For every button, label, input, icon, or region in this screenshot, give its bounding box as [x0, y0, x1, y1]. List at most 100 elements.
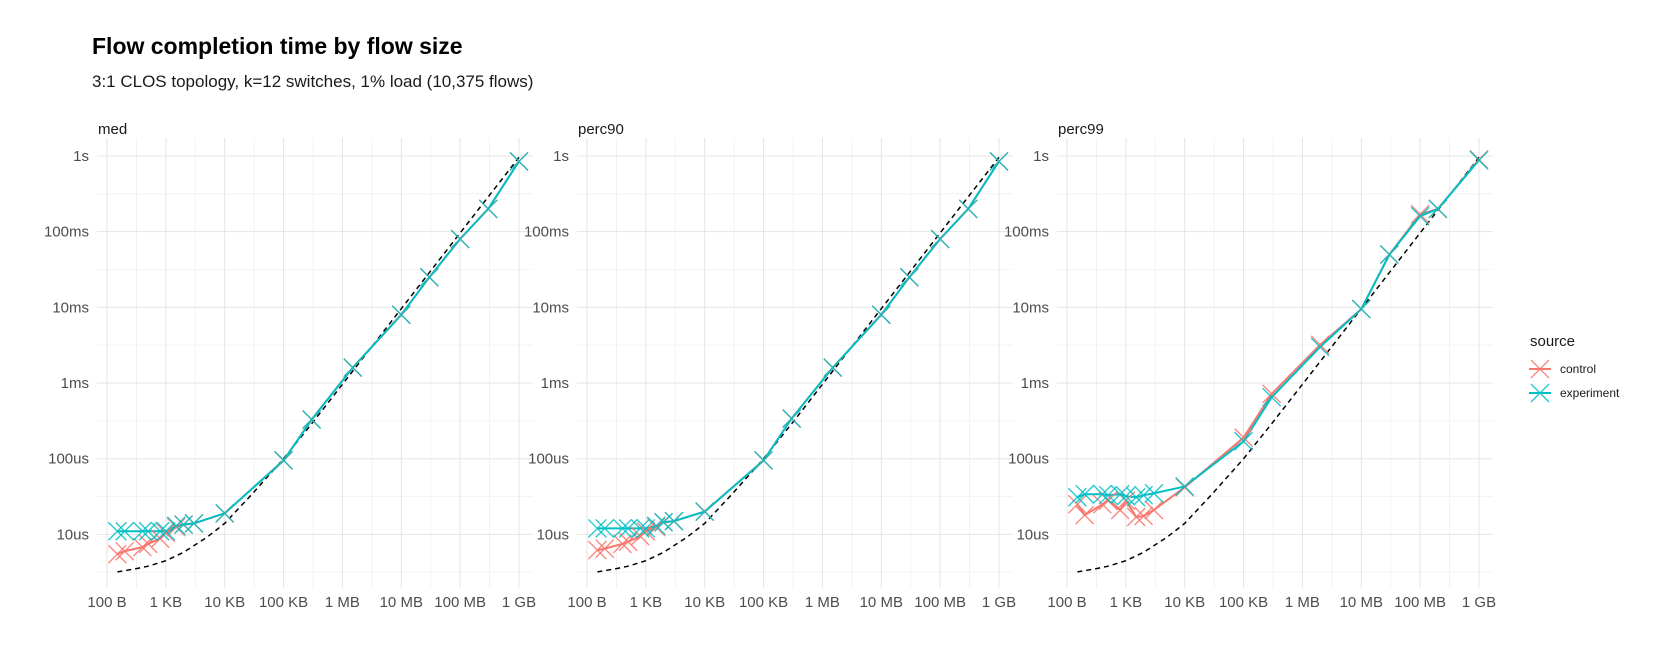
x-tick-label: 1 MB [805, 594, 840, 611]
data-point-experiment [930, 229, 950, 249]
data-point-experiment [1144, 483, 1164, 503]
data-point-control [587, 540, 607, 560]
ideal-curve-line [1077, 156, 1480, 573]
legend: source control experiment [1529, 333, 1620, 403]
data-point-experiment [1067, 487, 1087, 507]
data-point-control [1110, 500, 1130, 520]
y-tick-label: 1ms [61, 375, 89, 392]
x-tick-label: 100 KB [1219, 594, 1268, 611]
data-point-experiment [1126, 487, 1146, 507]
y-tick-label: 100ms [524, 224, 569, 241]
chart-title: Flow completion time by flow size [92, 33, 463, 59]
ideal-curve-line [117, 156, 520, 573]
data-point-experiment [302, 410, 322, 429]
data-point-control [115, 541, 135, 561]
data-point-experiment [478, 199, 498, 219]
legend-label-control: control [1560, 362, 1596, 376]
series-line-control [117, 160, 520, 556]
y-tick-label: 1s [1033, 148, 1049, 165]
data-point-control [1126, 507, 1146, 527]
data-point-experiment [166, 516, 186, 536]
y-tick-label: 100ms [1004, 224, 1049, 241]
data-point-experiment [1175, 476, 1195, 496]
facet-panel-perc99: 100 B 1 KB 10 KB 100 KB 1 MB 10 MB 100 MB 1 GB 1… [1004, 121, 1496, 611]
data-point-experiment [184, 513, 204, 533]
data-point-control [1134, 506, 1154, 526]
y-tick-label: 1ms [541, 375, 569, 392]
data-point-control [1262, 384, 1282, 404]
legend-title: source [1530, 333, 1575, 350]
y-tick-label: 100us [1008, 451, 1049, 468]
data-point-experiment [450, 229, 470, 249]
data-point-experiment [587, 518, 607, 538]
x-tick-label: 1 MB [325, 594, 360, 611]
data-point-experiment [630, 518, 650, 538]
data-point-experiment [115, 521, 135, 541]
x-tick-label: 10 MB [860, 594, 903, 611]
x-tick-label: 100 B [567, 594, 606, 611]
data-point-experiment [150, 521, 170, 541]
x-tick-label: 1 KB [1110, 594, 1143, 611]
data-point-control [1075, 505, 1095, 525]
data-point-control [166, 517, 186, 537]
data-point-experiment [1410, 206, 1430, 226]
x-tick-label: 10 KB [1164, 594, 1205, 611]
y-tick-label: 100us [48, 451, 89, 468]
data-point-experiment [612, 518, 632, 538]
data-point-control [1310, 335, 1330, 355]
data-point-experiment [823, 358, 843, 378]
x-tick-label: 100 KB [739, 594, 788, 611]
data-point-control [1144, 500, 1164, 520]
data-point-experiment [595, 518, 615, 538]
data-point-experiment [1234, 431, 1254, 451]
data-point-experiment [1110, 484, 1130, 504]
facet-strip-label: med [98, 121, 127, 138]
y-tick-label: 100ms [44, 224, 89, 241]
data-point-control [1067, 494, 1087, 514]
data-point-experiment [899, 267, 919, 287]
data-point-experiment [343, 358, 363, 378]
facet-panel-med: 100 B 1 KB 10 KB 100 KB 1 MB 10 MB 100 MB 1 GB 1… [44, 121, 536, 611]
x-tick-label: 1 GB [982, 594, 1016, 611]
data-point-experiment [156, 521, 176, 541]
data-point-experiment [419, 267, 439, 287]
x-tick-label: 100 MB [914, 594, 966, 611]
data-point-control [1410, 204, 1430, 224]
data-point-control [618, 532, 638, 552]
x-tick-label: 1 KB [630, 594, 663, 611]
x-tick-label: 100 B [1047, 594, 1086, 611]
data-point-experiment [132, 521, 152, 541]
data-point-control [636, 521, 656, 541]
data-point-experiment [871, 305, 891, 325]
y-tick-label: 10us [536, 526, 569, 543]
data-point-control [595, 539, 615, 559]
y-tick-label: 10ms [532, 299, 569, 316]
data-point-experiment [509, 151, 529, 171]
data-point-experiment [646, 516, 666, 536]
y-tick-label: 1s [553, 148, 569, 165]
data-point-experiment [989, 151, 1009, 171]
x-tick-label: 10 KB [684, 594, 725, 611]
y-tick-label: 10ms [1012, 299, 1049, 316]
data-point-control [156, 523, 176, 543]
data-point-control [612, 534, 632, 554]
x-tick-label: 1 MB [1285, 594, 1320, 611]
data-point-experiment [1428, 199, 1448, 219]
data-point-experiment [1469, 150, 1489, 170]
data-point-experiment [636, 518, 656, 538]
series-line-experiment [117, 160, 520, 533]
data-point-experiment [695, 502, 715, 522]
y-tick-label: 10us [1016, 526, 1049, 543]
data-point-control [107, 544, 127, 564]
x-tick-label: 100 MB [1394, 594, 1446, 611]
x-tick-label: 10 MB [1340, 594, 1383, 611]
data-point-experiment [1262, 387, 1282, 407]
data-point-experiment [215, 503, 235, 523]
ideal-curve-line [597, 156, 1000, 573]
y-tick-label: 1s [73, 148, 89, 165]
x-tick-label: 10 KB [204, 594, 245, 611]
legend-key-marker-control [1530, 359, 1550, 379]
x-tick-label: 10 MB [380, 594, 423, 611]
series-line-control [597, 160, 1000, 552]
